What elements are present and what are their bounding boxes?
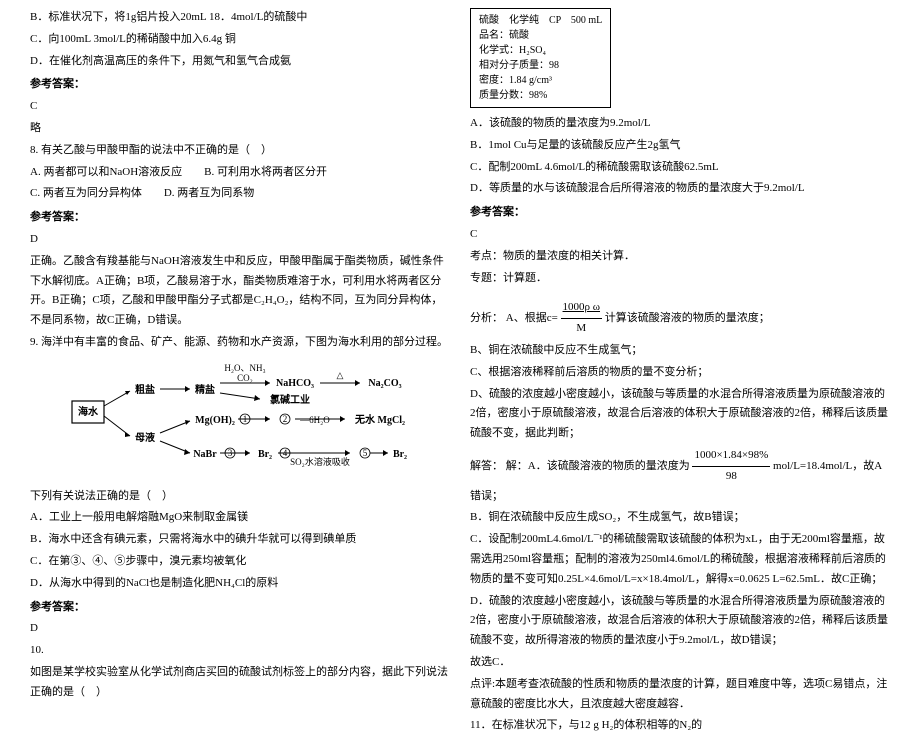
option-b: B．标准状况下，将1g铝片投入20mL 18．4mol/L的硫酸中 [30, 8, 450, 28]
question-11: 11．在标准状况下，与12 g H₂的体积相等的N₂的 [470, 716, 890, 736]
jieda-d: D．硫酸的浓度越小密度越小，该硫酸与等质量的水混合所得溶液质量为原硫酸溶液的2倍… [470, 592, 890, 651]
answer-3: D [30, 619, 450, 639]
explain-8: 正确。乙酸含有羧基能与NaOH溶液发生中和反应，甲酸甲酯属于酯类物质，碱性条件下… [30, 252, 450, 331]
r-answer-label: 参考答案： [470, 203, 890, 223]
jieda-line-a: 解答： 解：A．该硫酸溶液的物质的量浓度为 1000×1.84×98% 98 m… [470, 446, 890, 506]
fenxi-c: C、根据溶液稀释前后溶质的物质的量不变分析； [470, 363, 890, 383]
node-mgoh2: Mg(OH)₂ [195, 415, 235, 426]
question-9: 9. 海洋中有丰富的食品、矿产、能源、药物和水产资源，下图为海水利用的部分过程。 [30, 333, 450, 353]
question-10-text: 如图是某学校实验室从化学试剂商店买回的硫酸试剂标签上的部分内容，据此下列说法正确… [30, 663, 450, 703]
label-title: 硫酸 化学纯 CP 500 mL [479, 13, 602, 28]
answer-1-note: 略 [30, 119, 450, 139]
dianping: 点评:本题考查浓硫酸的性质和物质的量浓度的计算，题目难度中等，选项C易错点，注意… [470, 675, 890, 715]
node-seawater: 海水 [78, 405, 99, 418]
label-co2: CO₂ [237, 373, 253, 383]
fenxi-a-pre: A、根据c= [506, 312, 558, 324]
node-lvjian: 氯碱工业 [270, 393, 310, 406]
r-opt-d: D．等质量的水与该硫酸混合后所得溶液的物质的量浓度大于9.2mol/L [470, 179, 890, 199]
svg-text:5: 5 [363, 448, 368, 458]
node-nahco3: NaHCO₃ [276, 378, 314, 389]
node-na2co3: Na₂CO₃ [368, 378, 401, 389]
fenxi-line-a: 分析： A、根据c= 1000ρ ω M 计算该硫酸溶液的物质的量浓度； [470, 298, 890, 339]
r-opt-a: A．该硫酸的物质的量浓度为9.2mol/L [470, 114, 890, 134]
node-br2-2: Br₂ [393, 449, 407, 460]
svg-text:2: 2 [283, 414, 288, 424]
answer-label-2: 参考答案： [30, 208, 450, 228]
seawater-diagram: .dt { font-family: "SimSun", serif; font… [30, 361, 450, 479]
node-wushui: 无水 MgCl₂ [354, 413, 405, 426]
q8-opt-ab: A. 两者都可以和NaOH溶液反应 B. 可利用水将两者区分开 [30, 163, 450, 183]
sulfuric-acid-label: 硫酸 化学纯 CP 500 mL 品名：硫酸 化学式：H₂SO₄ 相对分子质量：… [470, 8, 611, 108]
formula-top: 1000ρ ω [561, 298, 602, 319]
q9-opt-d: D．从海水中得到的NaCl也是制造化肥NH₄Cl的原料 [30, 574, 450, 594]
right-column: 硫酸 化学纯 CP 500 mL 品名：硫酸 化学式：H₂SO₄ 相对分子质量：… [460, 8, 900, 643]
jieda-label: 解答： [470, 460, 503, 472]
spacer [470, 290, 890, 296]
xuan-c: 故选C． [470, 653, 890, 673]
jieda-a-pre: 解：A．该硫酸溶液的物质的量浓度为 [506, 460, 690, 472]
jieda-frac-top: 1000×1.84×98% [692, 446, 770, 467]
question-10-num: 10. [30, 641, 450, 661]
label-h2o-nh3: H₂O、NH₃ [224, 363, 265, 373]
label-name: 品名：硫酸 [479, 28, 602, 43]
q9-opt-a: A．工业上一般用电解熔融MgO来制取金属镁 [30, 508, 450, 528]
option-c: C．向100mL 3mol/L的稀硝酸中加入6.4g 铜 [30, 30, 450, 50]
jieda-b: B．铜在浓硫酸中反应生成SO₂，不生成氢气，故B错误； [470, 508, 890, 528]
label-mass: 相对分子质量：98 [479, 58, 602, 73]
diagram-svg: .dt { font-family: "SimSun", serif; font… [70, 361, 410, 471]
label-density: 密度：1.84 g/cm³ [479, 73, 602, 88]
q8-opt-cd: C. 两者互为同分异构体 D. 两者互为同系物 [30, 184, 450, 204]
node-nabr: NaBr [193, 449, 217, 460]
node-muye: 母液 [135, 431, 155, 444]
option-d: D．在催化剂高温高压的条件下，用氮气和氢气合成氨 [30, 52, 450, 72]
fenxi-label: 分析： [470, 312, 503, 324]
jieda-c: C．设配制200mL4.6mol/L¯¹的稀硫酸需取该硫酸的体积为xL，由于无2… [470, 530, 890, 589]
fenxi-a-tail: 计算该硫酸溶液的物质的量浓度； [605, 312, 770, 324]
label-frac: 质量分数：98% [479, 88, 602, 103]
node-jingyan: 精盐 [195, 383, 215, 396]
q9-opt-c: C．在第③、④、⑤步骤中，溴元素均被氧化 [30, 552, 450, 572]
label-so2: SO₂水溶液吸收 [290, 456, 350, 467]
node-cusalt: 粗盐 [135, 383, 155, 396]
jieda-fraction: 1000×1.84×98% 98 [692, 446, 770, 487]
r-opt-b: B．1mol Cu与足量的该硫酸反应产生2g氢气 [470, 136, 890, 156]
left-column: B．标准状况下，将1g铝片投入20mL 18．4mol/L的硫酸中 C．向100… [20, 8, 460, 643]
q9-opt-b: B．海水中还含有碘元素，只需将海水中的碘升华就可以得到碘单质 [30, 530, 450, 550]
answer-2: D [30, 230, 450, 250]
label-delta: △ [337, 370, 344, 380]
r-answer: C [470, 225, 890, 245]
answer-label-1: 参考答案： [30, 75, 450, 95]
fenxi-d: D、硫酸的浓度越小密度越小，该硫酸与等质量的水混合所得溶液质量为原硫酸溶液的2倍… [470, 385, 890, 444]
label-6h2o: —6H₂O [299, 415, 330, 425]
r-opt-c: C．配制200mL 4.6mol/L的稀硫酸需取该硫酸62.5mL [470, 158, 890, 178]
formula-bot: M [561, 319, 602, 339]
label-formula: 化学式：H₂SO₄ [479, 43, 602, 58]
node-br2-1: Br₂ [258, 449, 272, 460]
answer-label-3: 参考答案： [30, 598, 450, 618]
zhuanti: 专题：计算题． [470, 269, 890, 289]
kaodian: 考点：物质的量浓度的相关计算． [470, 247, 890, 267]
answer-1: C [30, 97, 450, 117]
fenxi-b: B、铜在浓硫酸中反应不生成氢气； [470, 341, 890, 361]
jieda-frac-bot: 98 [692, 467, 770, 487]
formula-fraction: 1000ρ ω M [561, 298, 602, 339]
question-8: 8. 有关乙酸与甲酸甲酯的说法中不正确的是（ ） [30, 141, 450, 161]
q9-tail: 下列有关说法正确的是（ ） [30, 487, 450, 507]
